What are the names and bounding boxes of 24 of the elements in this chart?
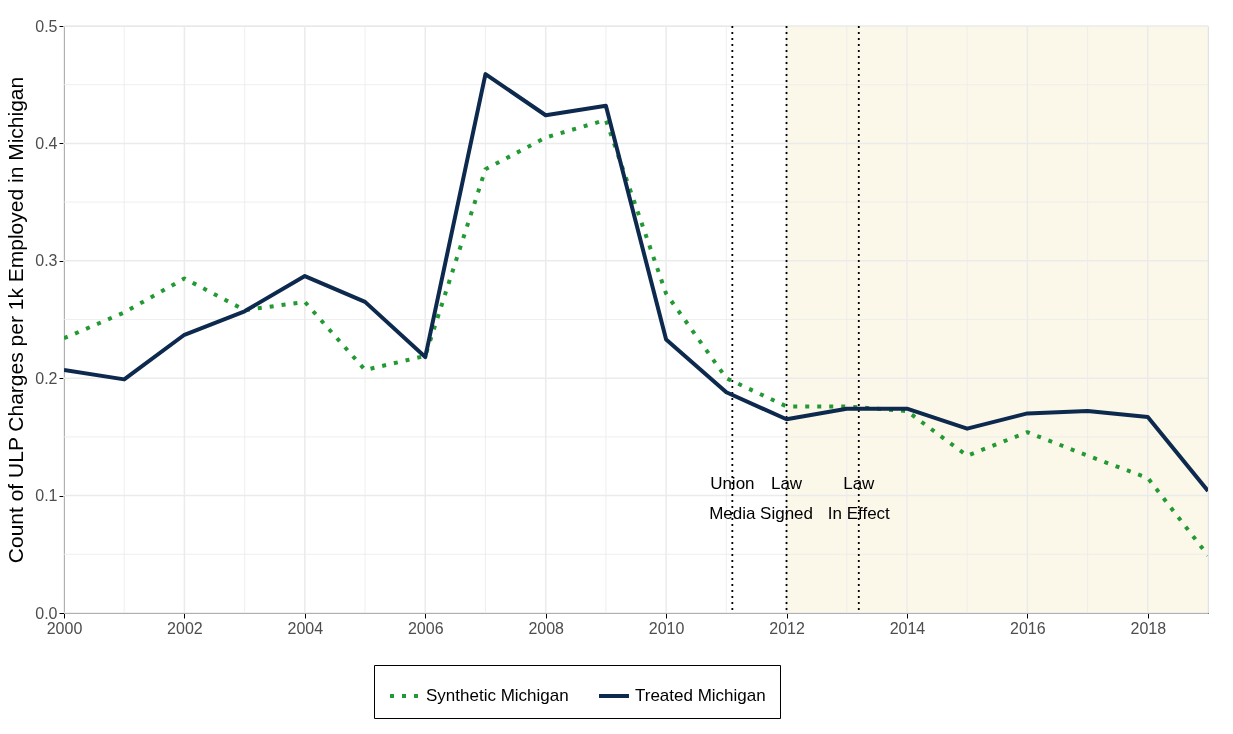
- y-tick-label: 0.3: [35, 252, 58, 270]
- y-axis-title: Count of ULP Charges per 1k Employed in Michigan: [4, 76, 28, 564]
- y-tick-label: 0.0: [35, 604, 58, 622]
- legend-label: Synthetic Michigan: [426, 686, 569, 705]
- line-series: [64, 72, 1208, 493]
- y-tick-label: 0.5: [35, 17, 58, 35]
- x-tick-label: 2002: [167, 619, 203, 637]
- x-tick-label: 2004: [287, 619, 324, 637]
- x-tick-label: 2012: [769, 619, 805, 637]
- y-tick-label: 0.1: [35, 487, 58, 505]
- line-series: [64, 117, 1208, 558]
- x-tick-label: 2018: [1130, 619, 1167, 637]
- y-tick-label: 0.4: [35, 134, 58, 152]
- x-tick-label: 2010: [648, 619, 685, 637]
- ref-line-label: Law Signed: [760, 473, 813, 523]
- legend-label: Treated Michigan: [635, 686, 766, 705]
- x-tick-label: 2000: [46, 619, 83, 637]
- x-tick-label: 2006: [407, 619, 444, 637]
- ref-line-label: Union Media: [709, 473, 757, 523]
- x-tick-label: 2014: [889, 619, 926, 637]
- ref-line-label: Law In Effect: [827, 473, 891, 523]
- x-tick-label: 2008: [528, 619, 565, 637]
- y-tick-label: 0.2: [35, 369, 58, 387]
- x-tick-label: 2016: [1010, 619, 1046, 637]
